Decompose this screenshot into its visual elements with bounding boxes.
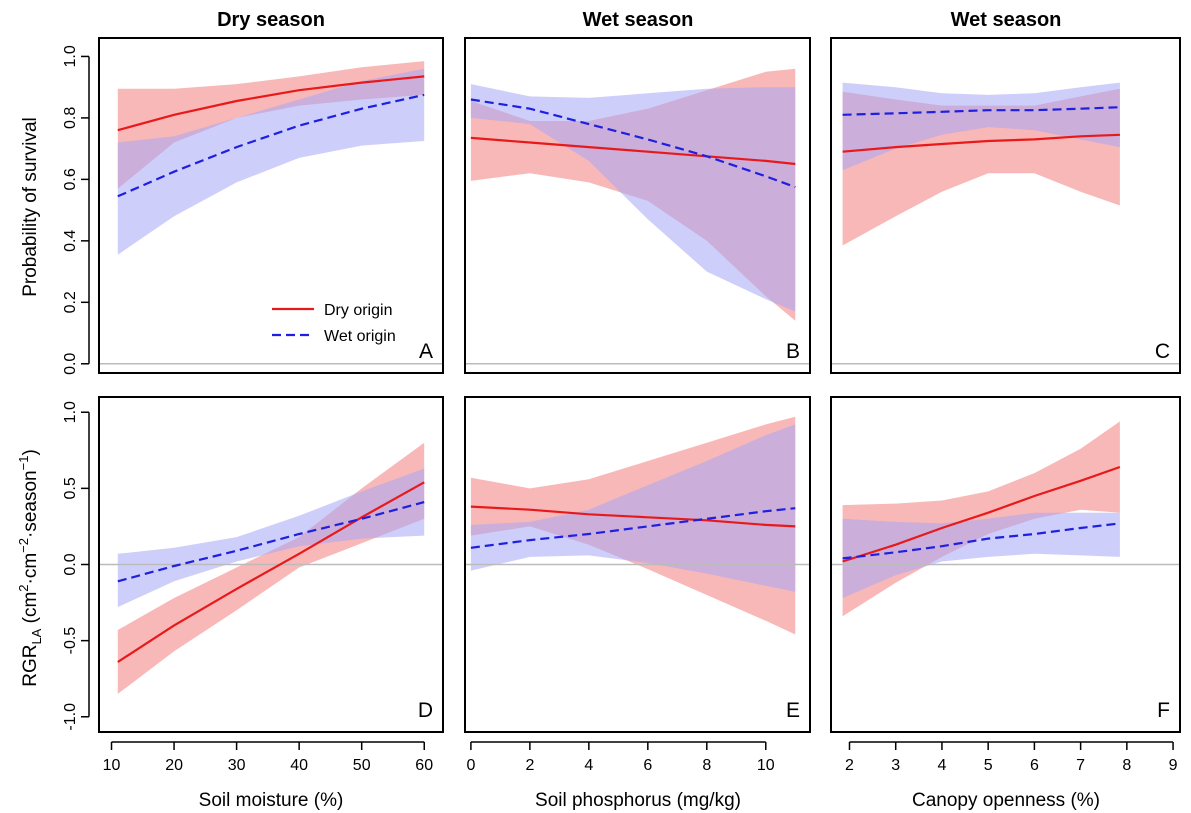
panel-F: F 2 3 4 5 6 7 8 9: [830, 396, 1181, 774]
y-tick-label-D: -1.0: [62, 703, 79, 731]
panel-letter-B: B: [786, 340, 800, 363]
legend-dry-origin-label: Dry origin: [324, 302, 392, 319]
wet-origin-line-B: [470, 98, 796, 189]
y-tick-label-D: 0.0: [62, 553, 79, 575]
wet-origin-ci-band-E: [470, 424, 796, 592]
panel-letter-D: D: [418, 699, 433, 722]
panel-frame-A: [98, 37, 444, 374]
x-tick-label-F: 9: [1169, 757, 1178, 774]
wet-origin-line-C: [842, 106, 1120, 116]
wet-origin-ci-band-D: [117, 468, 425, 608]
y-tick-label-D: 0.5: [62, 477, 79, 499]
y-tick-label-A: 1.0: [62, 45, 79, 67]
panel-letter-C: C: [1155, 340, 1170, 363]
wet-origin-ci-band-C: [842, 82, 1120, 171]
panel-frame-F: [830, 396, 1181, 733]
x-axis-title-soil-moisture: Soil moisture (%): [199, 790, 344, 811]
x-tick-label-E: 4: [584, 757, 593, 774]
y-axis-title-survival: Probability of survival: [20, 117, 41, 297]
y-tick-label-A: 0.4: [62, 230, 79, 252]
x-tick-label-D: 50: [353, 757, 371, 774]
dry-origin-line-A: [117, 75, 425, 132]
x-tick-label-F: 7: [1076, 757, 1085, 774]
wet-origin-line-A: [117, 93, 425, 198]
y-tick-label-D: -0.5: [62, 627, 79, 655]
x-tick-label-E: 10: [757, 757, 775, 774]
column-title-wet-season-phosphorus: Wet season: [583, 9, 694, 31]
y-tick-label-A: 0.8: [62, 107, 79, 129]
x-tick-label-E: 6: [643, 757, 652, 774]
panel-letter-E: E: [786, 699, 800, 722]
x-tick-label-D: 30: [228, 757, 246, 774]
wet-origin-line-F: [842, 522, 1121, 560]
panel-letter-F: F: [1157, 699, 1170, 722]
panel-letter-A: A: [419, 340, 433, 363]
dry-origin-line-B: [470, 136, 796, 166]
legend-wet-origin-label: Wet origin: [324, 328, 396, 345]
x-tick-label-D: 20: [165, 757, 183, 774]
panel-A: A 0.0 0.2 0.4 0.6 0.8 1.0 Dry origin Wet origin: [62, 37, 444, 375]
y-axis-title-rgr: RGRLA (cm2·cm−2·season−1): [16, 449, 44, 687]
y-tick-label-D: 1.0: [62, 401, 79, 423]
panel-frame-D: [98, 396, 444, 733]
y-tick-label-A: 0.0: [62, 353, 79, 375]
x-axis-title-soil-phosphorus: Soil phosphorus (mg/kg): [535, 790, 741, 811]
wet-origin-ci-band-A: [117, 68, 425, 255]
x-tick-label-E: 0: [466, 757, 475, 774]
x-tick-label-D: 40: [290, 757, 308, 774]
y-tick-label-A: 0.6: [62, 168, 79, 190]
x-tick-label-D: 60: [415, 757, 433, 774]
x-tick-label-E: 2: [525, 757, 534, 774]
dry-origin-line-D: [117, 481, 425, 663]
panel-D: D -1.0 -0.5 0.0 0.5 1.0 10 20 30 40 50 60: [62, 396, 444, 774]
x-tick-label-F: 4: [937, 757, 946, 774]
wet-origin-line-E: [470, 507, 796, 549]
column-title-wet-season-canopy: Wet season: [951, 9, 1062, 31]
wet-origin-ci-band-F: [842, 512, 1120, 598]
panel-B: B: [464, 37, 811, 374]
dry-origin-line-E: [470, 505, 796, 528]
x-tick-label-F: 3: [891, 757, 900, 774]
x-tick-label-F: 8: [1122, 757, 1131, 774]
panel-C: C: [830, 37, 1181, 374]
wet-origin-ci-band-B: [470, 84, 796, 312]
x-tick-label-D: 10: [103, 757, 121, 774]
x-axis-title-canopy-openness: Canopy openness (%): [912, 790, 1100, 811]
wet-origin-line-D: [117, 501, 425, 583]
x-tick-label-E: 8: [702, 757, 711, 774]
dry-origin-line-F: [842, 465, 1121, 563]
panel-E: E 0 2 4 6 8 10: [464, 396, 811, 774]
panel-frame-E: [464, 396, 811, 733]
y-tick-label-A: 0.2: [62, 291, 79, 313]
x-tick-label-F: 2: [845, 757, 854, 774]
dry-origin-line-C: [842, 133, 1120, 153]
x-tick-label-F: 6: [1030, 757, 1039, 774]
legend: Dry origin Wet origin: [272, 302, 396, 345]
x-tick-label-F: 5: [984, 757, 993, 774]
panel-frame-B: [464, 37, 811, 374]
panel-frame-C: [830, 37, 1181, 374]
column-title-dry-season: Dry season: [217, 9, 325, 31]
